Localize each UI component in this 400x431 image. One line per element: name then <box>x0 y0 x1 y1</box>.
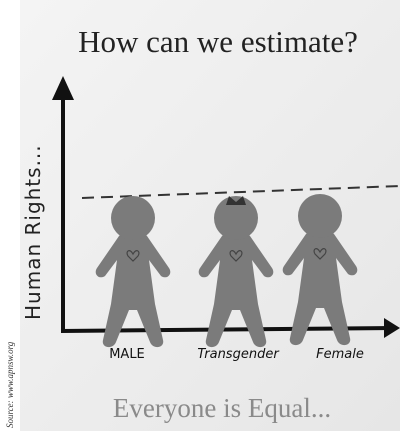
y-axis-label: Human Rights... <box>21 144 45 320</box>
figure-label: MALE <box>109 347 145 362</box>
illustration: How can we estimate? Human Rights... MAL… <box>0 0 400 431</box>
source: Source: www.apnsw.org <box>5 341 15 428</box>
figure-label: Transgender <box>197 347 280 362</box>
page: {"title": "How can we estimate?", "y_axi… <box>0 0 400 431</box>
paper <box>20 0 400 431</box>
title: How can we estimate? <box>78 24 358 59</box>
figure-label: Female <box>316 347 364 362</box>
caption: Everyone is Equal... <box>113 393 331 423</box>
